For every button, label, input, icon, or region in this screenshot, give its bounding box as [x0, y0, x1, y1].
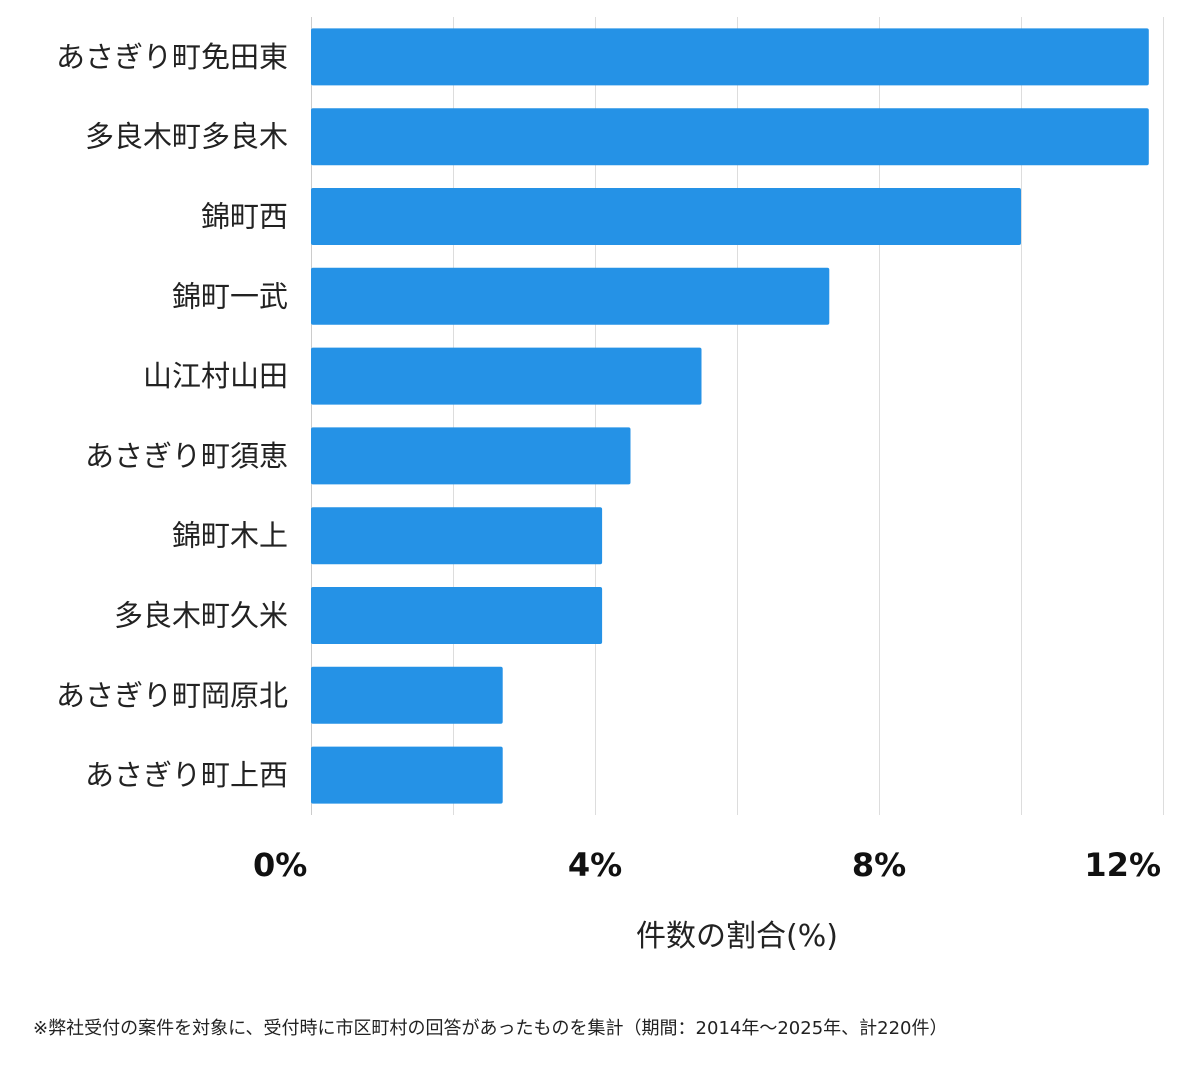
bar	[311, 746, 503, 804]
bar	[311, 188, 1021, 245]
bar	[311, 507, 603, 565]
category-label: あさぎり町岡原北	[56, 678, 288, 712]
bar	[311, 427, 631, 485]
bar	[311, 28, 1149, 86]
footnote: ※弊社受付の案件を対象に、受付時に市区町村の回答があったものを集計（期間：201…	[33, 1018, 948, 1039]
bars	[311, 28, 1149, 804]
bar	[311, 666, 503, 724]
bar	[311, 347, 702, 405]
category-label: 錦町一武	[172, 279, 288, 313]
category-label: 多良木町多良木	[85, 120, 288, 154]
bar	[311, 267, 830, 325]
category-labels: あさぎり町免田東多良木町多良木錦町西錦町一武山江村山田あさぎり町須恵錦町木上多良…	[56, 40, 288, 792]
category-label: 錦町木上	[172, 519, 288, 553]
category-label: 山江村山田	[143, 359, 288, 393]
bar	[311, 108, 1149, 166]
category-label: 錦町西	[201, 200, 288, 234]
bar	[311, 587, 603, 644]
bar-chart: あさぎり町免田東多良木町多良木錦町西錦町一武山江村山田あさぎり町須恵錦町木上多良…	[56, 17, 1164, 954]
category-label: あさぎり町上西	[85, 758, 288, 792]
x-tick-label: 0%	[253, 846, 307, 884]
category-label: あさぎり町免田東	[56, 40, 288, 74]
x-tick-labels: 0% 4% 8% 12%	[253, 846, 1161, 884]
category-label: あさぎり町須恵	[85, 439, 288, 473]
category-label: 多良木町久米	[114, 599, 288, 633]
x-tick-label: 4%	[568, 846, 622, 884]
x-axis-title: 件数の割合(%)	[636, 919, 838, 954]
x-tick-label: 12%	[1084, 846, 1161, 884]
x-tick-label: 8%	[852, 846, 906, 884]
